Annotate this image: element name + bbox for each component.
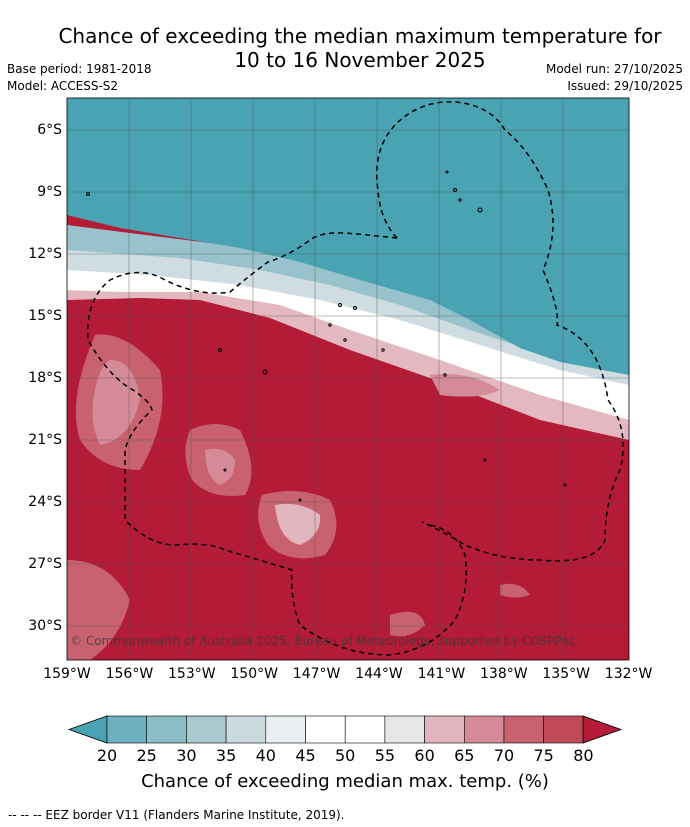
colorbar-bin — [543, 715, 584, 744]
colorbar-tick-label: 60 — [414, 746, 435, 765]
lon-label: 132°W — [604, 666, 653, 682]
lat-label: 30°S — [28, 618, 62, 634]
colorbar-tick-label: 80 — [573, 746, 594, 765]
colorbar-tick-label: 25 — [136, 746, 157, 765]
colorbar-extend-low — [67, 715, 108, 744]
colorbar-bin — [503, 715, 545, 744]
colorbar-bin — [225, 715, 267, 744]
colorbar — [67, 715, 623, 744]
colorbar-tick-label: 55 — [374, 746, 396, 765]
eez-footnote: -- -- -- EEZ border V11 (Flanders Marine… — [8, 808, 345, 822]
colorbar-tick-label: 20 — [96, 746, 118, 765]
colorbar-tick-label: 30 — [176, 746, 197, 765]
colorbar-extend-high — [582, 715, 623, 744]
lon-label: 141°W — [417, 666, 466, 682]
lat-label: 9°S — [37, 184, 62, 200]
lat-label: 15°S — [28, 308, 62, 324]
lat-label: 6°S — [37, 122, 62, 138]
copyright-notice: © Commonwealth of Australia 2025, Bureau… — [70, 634, 576, 648]
lon-label: 147°W — [292, 666, 341, 682]
lon-label: 144°W — [355, 666, 403, 682]
colorbar-tick-label: 50 — [335, 746, 356, 765]
model-name: Model: ACCESS-S2 — [7, 79, 119, 93]
colorbar-tick-label: 35 — [215, 746, 237, 765]
colorbar-tick-label: 45 — [295, 746, 316, 765]
colorbar-bin — [186, 715, 227, 744]
lat-label: 18°S — [28, 370, 62, 386]
colorbar-tick-label: 65 — [454, 746, 475, 765]
lon-label: 135°W — [542, 666, 590, 682]
title-line-1: Chance of exceeding the median maximum t… — [58, 24, 662, 48]
lon-label: 153°W — [168, 666, 216, 682]
lon-label: 159°W — [43, 666, 91, 682]
colorbar-bin — [424, 715, 465, 744]
lon-label: 150°W — [230, 666, 278, 682]
colorbar-tick-label: 70 — [493, 746, 515, 765]
colorbar-bin — [463, 715, 505, 744]
lon-label: 138°W — [480, 666, 528, 682]
colorbar-bin — [344, 715, 386, 744]
colorbar-bin — [146, 715, 187, 744]
colorbar-bin — [305, 715, 346, 744]
model-run: Model run: 27/10/2025 — [545, 62, 683, 76]
lon-label: 156°W — [105, 666, 154, 682]
colorbar-tick-label: 40 — [255, 746, 276, 765]
colorbar-tick-label: 75 — [533, 746, 554, 765]
lat-label: 27°S — [28, 556, 62, 572]
lat-label: 24°S — [28, 494, 62, 510]
issued-date: Issued: 29/10/2025 — [567, 79, 683, 93]
lat-label: 21°S — [28, 432, 62, 448]
title-line-2: 10 to 16 November 2025 — [234, 48, 486, 72]
colorbar-bin — [384, 715, 425, 744]
base-period: Base period: 1981-2018 — [7, 62, 152, 76]
map-field — [67, 98, 629, 660]
colorbar-bin — [265, 715, 306, 744]
colorbar-bin — [106, 715, 148, 744]
colorbar-title: Chance of exceeding median max. temp. (%… — [141, 771, 549, 792]
lat-label: 12°S — [28, 246, 62, 262]
